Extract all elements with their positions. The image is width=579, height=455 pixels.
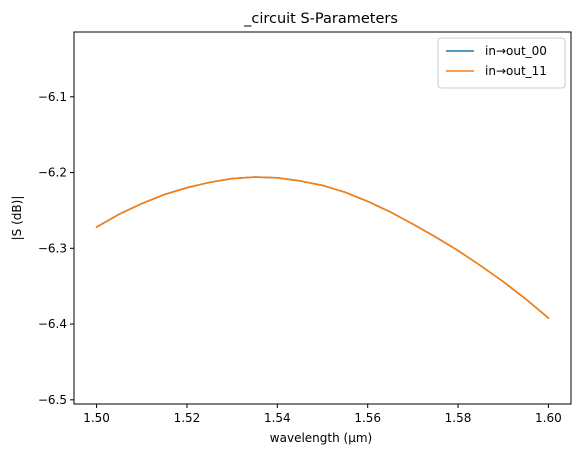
legend: in→out_00 in→out_11 (437, 37, 566, 89)
x-tick-label: 1.60 (535, 411, 562, 425)
x-tick-label: 1.56 (354, 411, 381, 425)
x-tick-label: 1.54 (264, 411, 291, 425)
series-layer (95, 176, 550, 319)
legend-label-1: in→out_11 (485, 64, 547, 78)
x-axis: 1.50 1.52 1.54 1.56 1.58 1.60 (83, 404, 562, 425)
x-tick-label: 1.50 (83, 411, 110, 425)
x-tick-label: 1.52 (174, 411, 201, 425)
y-tick-label: −6.1 (38, 90, 67, 104)
y-axis-label: |S (dB)| (10, 196, 24, 241)
y-tick-label: −6.3 (38, 241, 67, 255)
legend-label-0: in→out_00 (485, 44, 547, 58)
y-tick-label: −6.4 (38, 317, 67, 331)
x-axis-label: wavelength (µm) (270, 431, 372, 445)
y-tick-label: −6.2 (38, 166, 67, 180)
series-line-1 (95, 176, 550, 319)
y-axis: −6.5 −6.4 −6.3 −6.2 −6.1 (38, 90, 74, 407)
y-tick-label: −6.5 (38, 393, 67, 407)
plot-area (73, 31, 572, 405)
chart-title: _circuit S-Parameters (243, 11, 398, 27)
x-tick-label: 1.58 (445, 411, 472, 425)
